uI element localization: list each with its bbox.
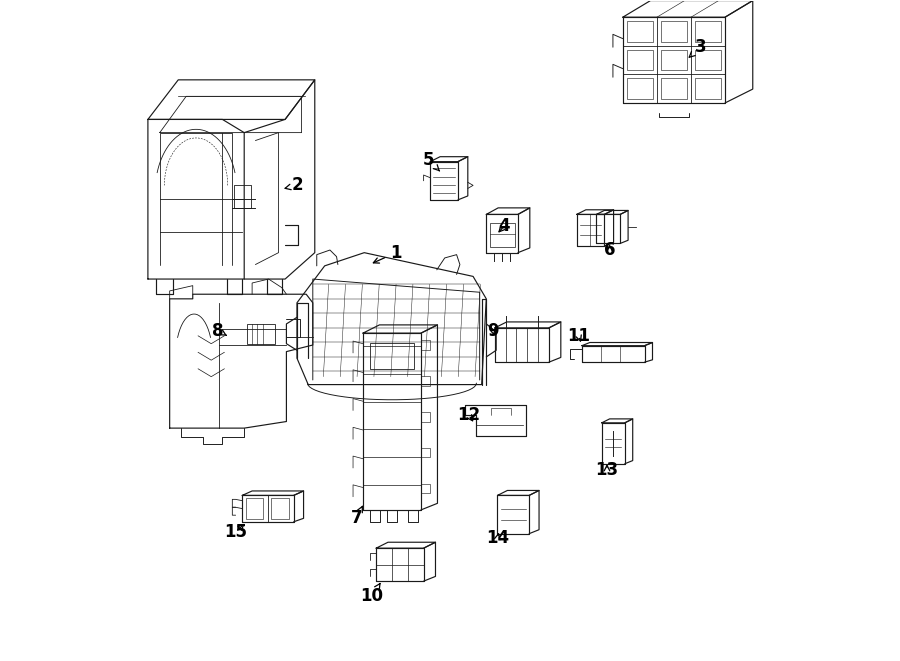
Bar: [661, 78, 687, 99]
Text: 5: 5: [423, 151, 439, 171]
Bar: [626, 21, 652, 42]
Text: 1: 1: [374, 244, 401, 263]
Text: 9: 9: [487, 321, 499, 340]
Text: 6: 6: [604, 241, 616, 259]
Text: 4: 4: [499, 217, 510, 235]
Text: 14: 14: [486, 529, 509, 547]
Text: 10: 10: [361, 584, 383, 605]
Text: 13: 13: [596, 461, 618, 479]
Bar: [247, 324, 274, 344]
Bar: [271, 498, 289, 519]
Bar: [490, 223, 515, 247]
Bar: [695, 78, 721, 99]
Bar: [626, 50, 652, 70]
Bar: [695, 50, 721, 70]
Bar: [661, 50, 687, 70]
Bar: [246, 498, 264, 519]
Text: 3: 3: [689, 38, 706, 58]
Text: 15: 15: [224, 523, 248, 541]
Bar: [626, 78, 652, 99]
Text: 12: 12: [457, 406, 480, 424]
Bar: [661, 21, 687, 42]
Bar: [370, 343, 414, 369]
Text: 8: 8: [212, 321, 227, 340]
Text: 2: 2: [285, 176, 302, 194]
Text: 7: 7: [350, 506, 363, 527]
Text: 11: 11: [567, 327, 590, 345]
Bar: [695, 21, 721, 42]
